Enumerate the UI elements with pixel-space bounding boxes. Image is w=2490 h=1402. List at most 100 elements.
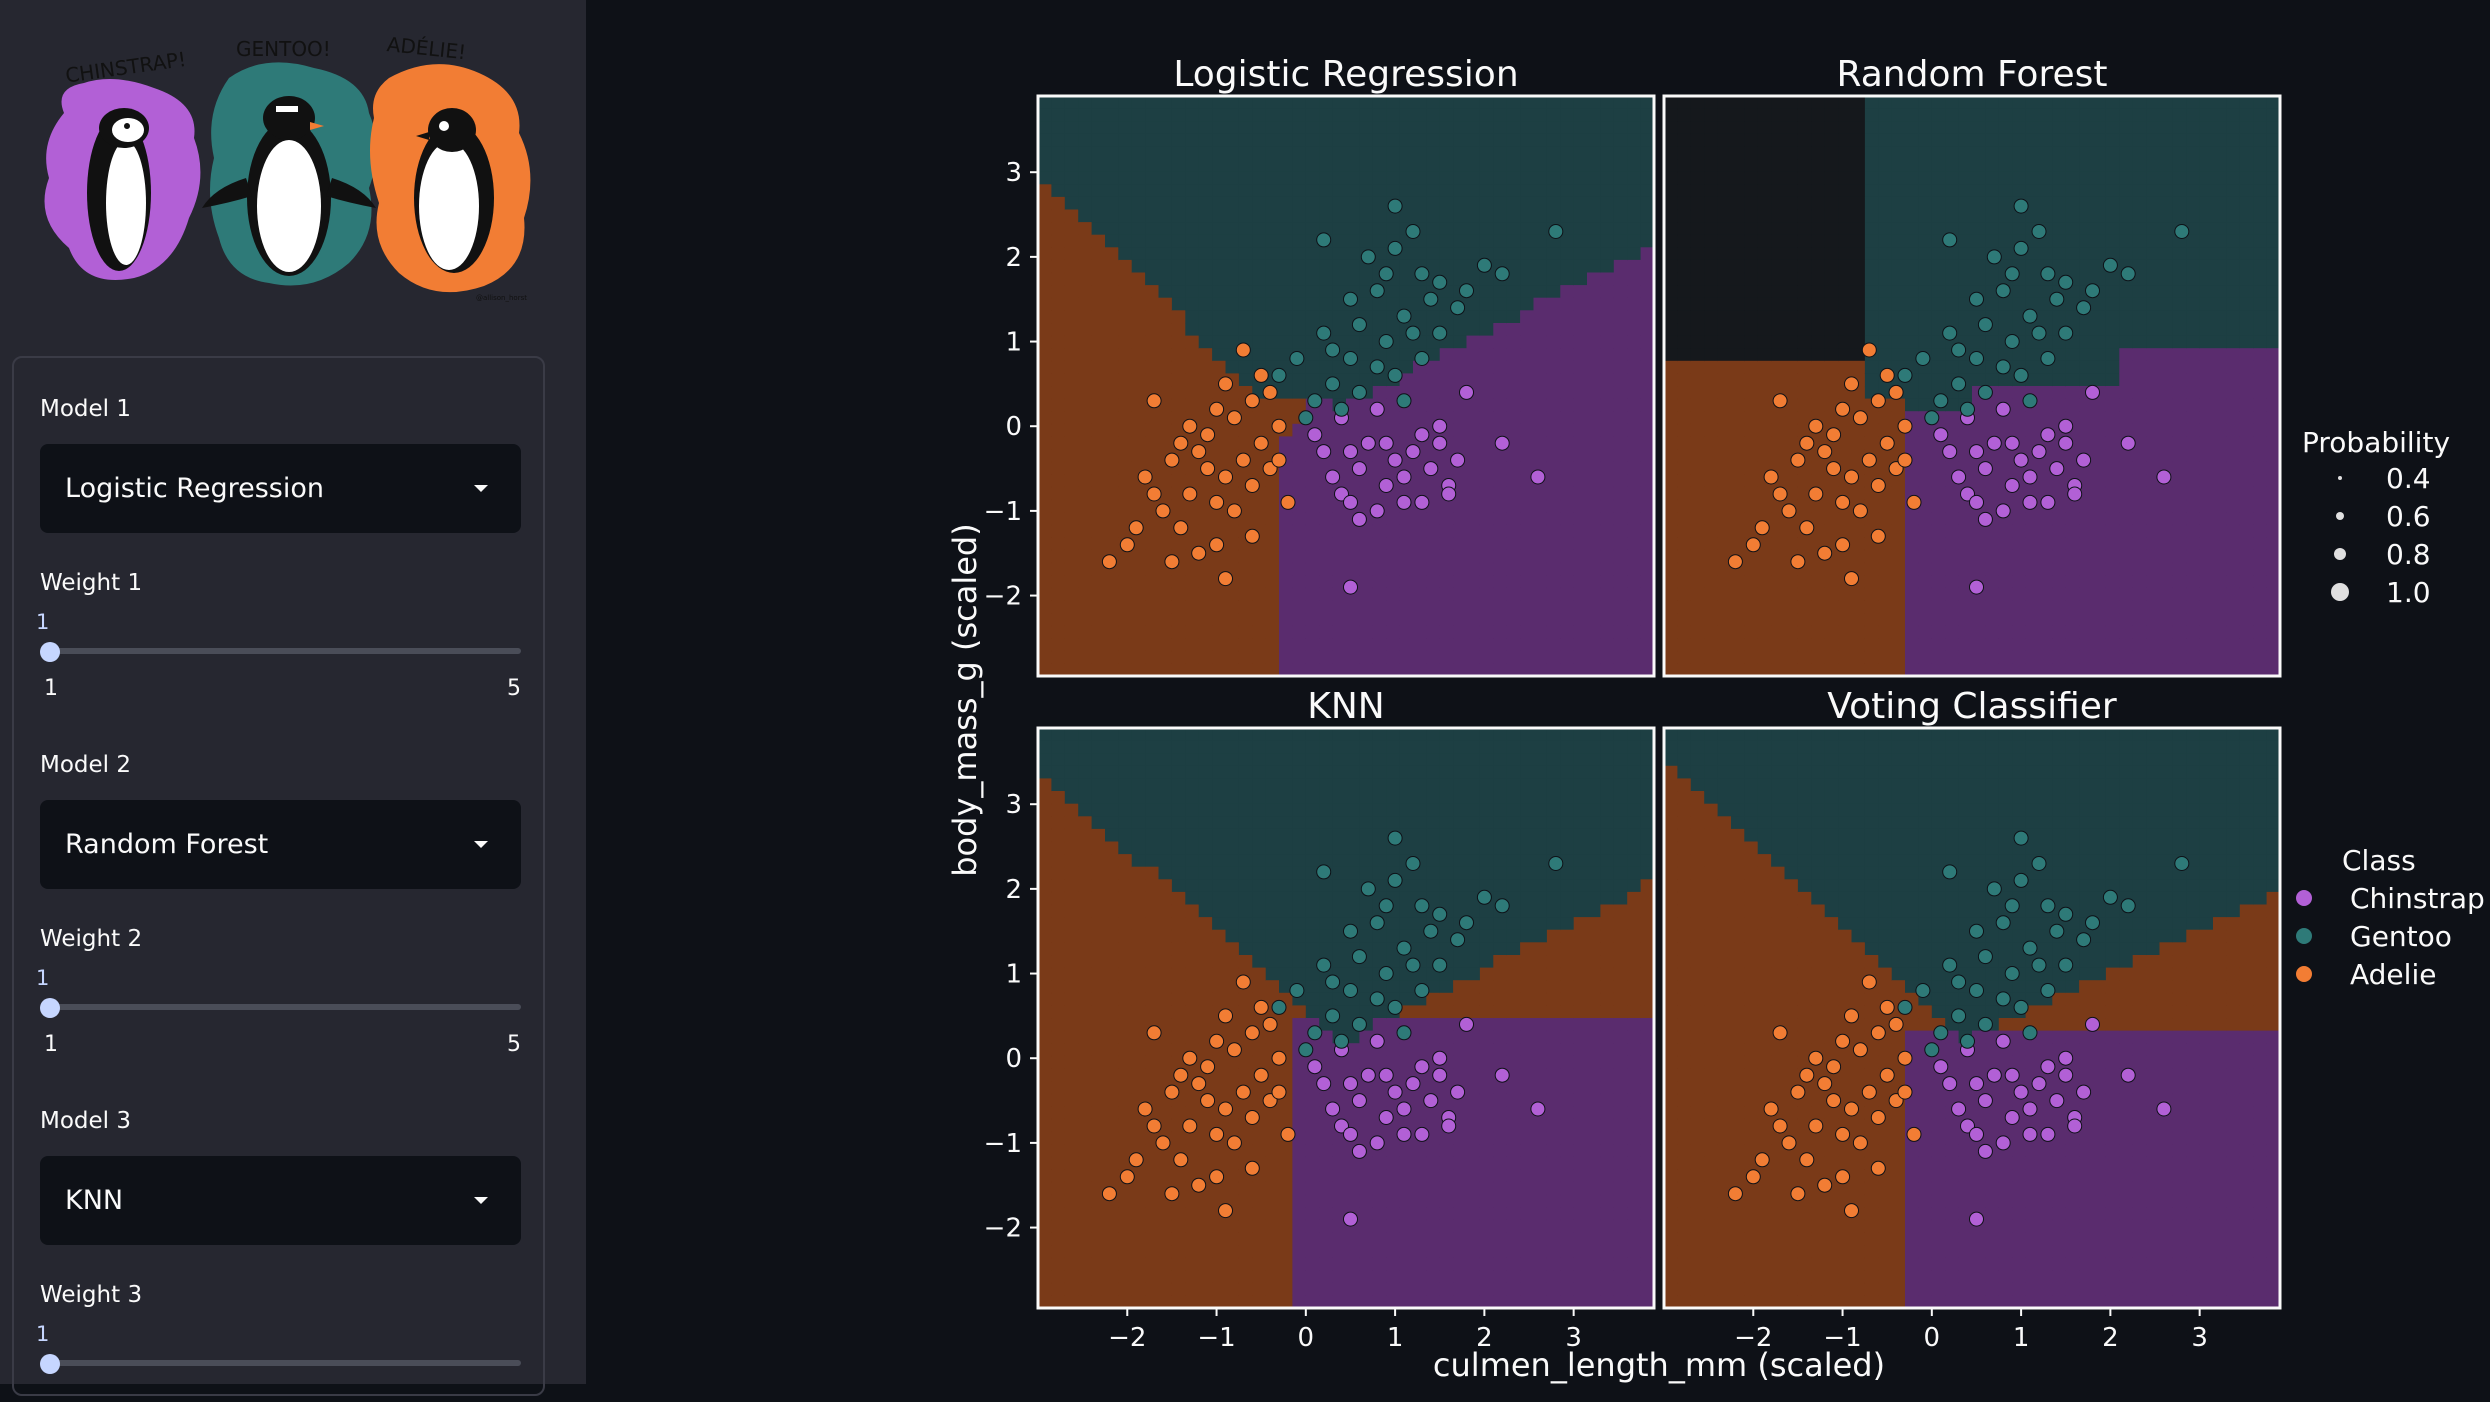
data-point-adelie — [1281, 495, 1295, 509]
region-cell — [1078, 728, 1092, 741]
region-cell — [2066, 613, 2080, 626]
region-cell — [1239, 247, 1253, 260]
model-3-select[interactable]: KNN — [40, 1156, 521, 1245]
region-cell — [1892, 159, 1906, 172]
data-point-chinstrap — [1370, 402, 1384, 416]
region-cell — [1386, 575, 1400, 588]
region-cell — [1493, 399, 1507, 412]
region-cell — [1400, 424, 1414, 437]
region-cell — [1359, 146, 1373, 159]
region-cell — [2226, 96, 2240, 109]
region-cell — [1051, 879, 1065, 892]
region-cell — [2106, 550, 2120, 563]
region-cell — [2146, 235, 2160, 248]
region-cell — [1239, 361, 1253, 374]
region-cell — [1212, 613, 1226, 626]
region-cell — [1159, 942, 1173, 955]
weight-2-track[interactable] — [48, 1004, 521, 1010]
data-point-chinstrap — [2050, 462, 2064, 476]
region-cell — [1132, 373, 1146, 386]
model-1-select[interactable]: Logistic Regression — [40, 444, 521, 533]
region-cell — [1105, 159, 1119, 172]
region-cell — [1038, 917, 1052, 930]
region-cell — [1065, 172, 1079, 185]
region-cell — [2240, 500, 2254, 513]
region-cell — [1159, 753, 1173, 766]
region-cell — [1878, 96, 1892, 109]
region-cell — [1373, 462, 1387, 475]
region-cell — [1092, 348, 1106, 361]
region-cell — [1771, 537, 1785, 550]
model-2-select[interactable]: Random Forest — [40, 800, 521, 889]
weight-3-track[interactable] — [48, 1360, 521, 1366]
region-cell — [1825, 373, 1839, 386]
region-cell — [1118, 980, 1132, 993]
region-cell — [1118, 1018, 1132, 1031]
region-cell — [1252, 613, 1266, 626]
region-cell — [1587, 310, 1601, 323]
region-cell — [1159, 159, 1173, 172]
weight-2-slider[interactable]: 1 1 5 — [40, 966, 521, 1046]
region-cell — [2240, 512, 2254, 525]
region-cell — [1865, 588, 1879, 601]
region-cell — [1825, 146, 1839, 159]
region-cell — [1664, 222, 1678, 235]
region-cell — [1560, 285, 1574, 298]
region-cell — [2093, 436, 2107, 449]
region-cell — [1078, 512, 1092, 525]
region-cell — [2093, 399, 2107, 412]
region-cell — [1306, 575, 1320, 588]
region-cell — [1065, 411, 1079, 424]
region-cell — [1239, 575, 1253, 588]
region-cell — [1172, 222, 1186, 235]
region-cell — [1627, 109, 1641, 122]
region-cell — [1718, 575, 1732, 588]
region-cell — [1078, 930, 1092, 943]
region-cell — [1092, 273, 1106, 286]
region-cell — [1932, 537, 1946, 550]
region-cell — [1078, 210, 1092, 223]
region-cell — [1785, 298, 1799, 311]
region-cell — [1785, 411, 1799, 424]
data-point-chinstrap — [1442, 487, 1456, 501]
region-cell — [2093, 613, 2107, 626]
data-point-chinstrap — [2059, 436, 2073, 450]
region-cell — [1677, 298, 1691, 311]
weight-1-thumb[interactable] — [40, 642, 60, 662]
region-cell — [1918, 449, 1932, 462]
region-cell — [1534, 260, 1548, 273]
region-cell — [1811, 600, 1825, 613]
region-cell — [1600, 247, 1614, 260]
region-cell — [1092, 816, 1106, 829]
region-cell — [2119, 210, 2133, 223]
weight-1-track[interactable] — [48, 648, 521, 654]
region-cell — [1386, 525, 1400, 538]
region-cell — [1185, 500, 1199, 513]
region-cell — [1172, 361, 1186, 374]
region-cell — [2039, 399, 2053, 412]
region-cell — [1744, 361, 1758, 374]
region-cell — [1038, 753, 1052, 766]
weight-2-thumb[interactable] — [40, 998, 60, 1018]
region-cell — [1918, 512, 1932, 525]
region-cell — [1467, 588, 1481, 601]
region-cell — [1145, 588, 1159, 601]
region-cell — [2119, 487, 2133, 500]
region-cell — [1918, 373, 1932, 386]
region-cell — [2160, 134, 2174, 147]
region-cell — [1359, 613, 1373, 626]
weight-3-slider[interactable]: 1 — [40, 1322, 521, 1402]
region-cell — [1560, 109, 1574, 122]
region-cell — [1704, 474, 1718, 487]
data-point-gentoo — [1495, 267, 1509, 281]
region-cell — [1999, 121, 2013, 134]
region-cell — [1078, 588, 1092, 601]
region-cell — [1132, 172, 1146, 185]
weight-3-thumb[interactable] — [40, 1354, 60, 1374]
region-cell — [2133, 588, 2147, 601]
region-cell — [1092, 96, 1106, 109]
region-cell — [1145, 816, 1159, 829]
weight-1-slider[interactable]: 1 1 5 — [40, 610, 521, 690]
region-cell — [1038, 766, 1052, 779]
region-cell — [1051, 235, 1065, 248]
